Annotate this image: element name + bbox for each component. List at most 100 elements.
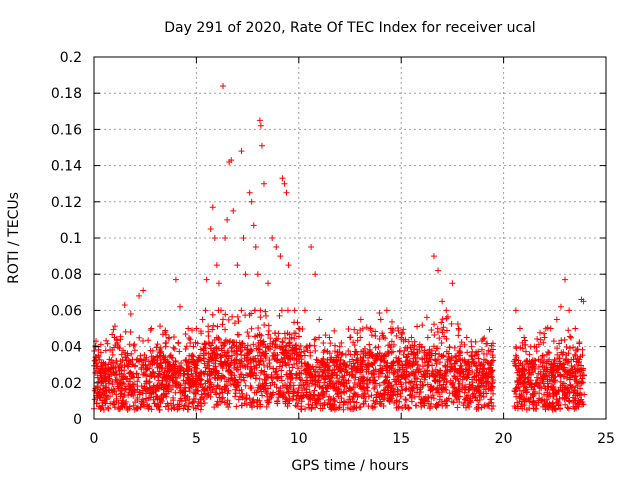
- data-point: [394, 324, 401, 331]
- data-point: [490, 402, 497, 409]
- data-point: [521, 334, 528, 341]
- data-point: [401, 347, 408, 354]
- data-point: [177, 303, 184, 310]
- data-point: [420, 382, 427, 389]
- data-point: [431, 321, 438, 328]
- data-point: [273, 244, 280, 251]
- data-point: [402, 386, 409, 393]
- data-point: [256, 346, 263, 353]
- data-point: [541, 402, 548, 409]
- data-point: [358, 393, 365, 400]
- data-point: [338, 339, 345, 346]
- data-point: [214, 323, 221, 330]
- data-point: [125, 363, 132, 370]
- data-point: [111, 323, 118, 330]
- data-point: [222, 326, 229, 333]
- data-point: [172, 276, 179, 283]
- data-point: [566, 333, 573, 340]
- data-point: [562, 276, 569, 283]
- data-point: [278, 367, 285, 374]
- data-point: [190, 343, 197, 350]
- data-point: [104, 404, 111, 411]
- data-point: [219, 389, 226, 396]
- data-point: [551, 374, 558, 381]
- x-axis-label: GPS time / hours: [291, 458, 408, 474]
- data-point: [371, 385, 378, 392]
- data-point: [303, 386, 310, 393]
- data-point: [307, 370, 314, 377]
- data-point: [483, 340, 490, 347]
- data-point: [261, 362, 268, 369]
- data-point: [544, 324, 551, 331]
- y-tick-label: 0.1: [60, 231, 82, 247]
- data-point: [486, 326, 493, 333]
- data-point: [210, 322, 217, 329]
- data-point: [424, 334, 431, 341]
- data-point: [488, 405, 495, 412]
- data-point: [365, 403, 372, 410]
- data-point: [513, 363, 520, 370]
- data-point: [238, 148, 245, 155]
- y-tick-label: 0.06: [51, 303, 82, 319]
- data-point: [251, 307, 258, 314]
- data-point: [419, 363, 426, 370]
- data-point: [565, 327, 572, 334]
- data-point: [246, 395, 253, 402]
- data-point: [354, 330, 361, 337]
- data-point: [227, 381, 234, 388]
- data-point: [156, 406, 163, 413]
- data-point: [262, 308, 269, 315]
- data-point: [568, 334, 575, 341]
- data-point: [490, 390, 497, 397]
- data-point: [398, 331, 405, 338]
- data-point: [388, 318, 395, 325]
- data-point: [137, 352, 144, 359]
- data-point: [306, 382, 313, 389]
- y-tick-label: 0.04: [51, 340, 82, 356]
- data-point: [423, 314, 430, 321]
- data-point: [458, 339, 465, 346]
- data-point: [347, 385, 354, 392]
- data-point: [320, 340, 327, 347]
- data-point: [300, 348, 307, 355]
- data-point: [232, 390, 239, 397]
- data-point: [224, 216, 231, 223]
- data-point: [218, 354, 225, 361]
- data-point: [97, 341, 104, 348]
- data-point: [214, 402, 221, 409]
- data-point: [285, 262, 292, 269]
- data-point: [182, 330, 189, 337]
- data-point: [148, 325, 155, 332]
- data-point: [260, 180, 267, 187]
- data-point: [412, 402, 419, 409]
- data-point: [351, 326, 358, 333]
- data-point: [291, 388, 298, 395]
- data-point: [162, 343, 169, 350]
- grid: [94, 57, 606, 419]
- data-point: [220, 82, 227, 89]
- data-point: [419, 322, 426, 329]
- data-point: [215, 280, 222, 287]
- data-point: [95, 346, 102, 353]
- data-point: [248, 198, 255, 205]
- data-point: [131, 347, 138, 354]
- data-point: [265, 280, 272, 287]
- data-point: [437, 367, 444, 374]
- x-tick-label: 15: [392, 431, 410, 447]
- data-point: [109, 351, 116, 358]
- data-point: [297, 342, 304, 349]
- data-point: [265, 327, 272, 334]
- data-point: [553, 316, 560, 323]
- data-point: [512, 307, 519, 314]
- data-point: [347, 334, 353, 341]
- y-tick-label: 0.12: [51, 195, 82, 211]
- data-point: [455, 332, 462, 339]
- data-point: [91, 396, 98, 403]
- data-point: [539, 353, 546, 360]
- data-point: [294, 319, 301, 326]
- data-point: [570, 356, 577, 363]
- data-point: [284, 307, 291, 314]
- data-point: [308, 244, 315, 251]
- data-point: [468, 343, 475, 350]
